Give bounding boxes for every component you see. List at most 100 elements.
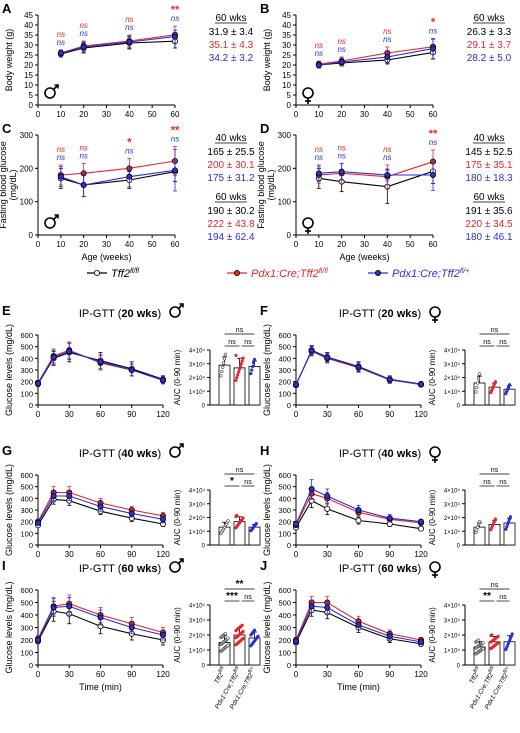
series-line	[295, 488, 422, 525]
stats-value: 180 ± 18.3	[465, 173, 513, 184]
y-tick-label: 40	[24, 21, 33, 30]
auc-point	[507, 383, 512, 387]
auc-point	[219, 374, 223, 378]
bracket-top-label: ns	[236, 327, 244, 334]
y-tick-label: 100	[20, 389, 33, 398]
auc-point	[476, 525, 480, 529]
panel-letter: C	[2, 121, 12, 136]
data-point	[417, 518, 424, 525]
data-point	[384, 171, 391, 178]
significance-label: ns	[315, 145, 323, 154]
y-tick-label: 0	[29, 661, 33, 670]
significance-label: ns	[171, 134, 179, 143]
male-symbol-icon	[44, 214, 59, 229]
y-tick-label: 300	[278, 131, 292, 140]
bracket-pair-2-label: ns	[244, 339, 252, 346]
auc-x-label-superscript: fl/+	[502, 665, 511, 674]
bracket-top-label: ns	[491, 327, 499, 334]
series-line	[37, 605, 164, 641]
series-line	[295, 350, 422, 385]
auc-bar	[233, 367, 246, 406]
stats-value: 220 ± 34.5	[465, 219, 513, 230]
y-tick-label: 200	[278, 164, 292, 173]
y-tick-label: 0	[287, 101, 292, 110]
stats-value: 175 ± 35.1	[465, 160, 513, 171]
x-tick-label: 60	[354, 410, 363, 419]
series-line	[318, 170, 434, 188]
y-tick-label: 0	[29, 101, 34, 110]
stats-header: 40 wks	[473, 133, 504, 144]
panel-title-part: 60 wks	[381, 563, 417, 575]
auc-point	[226, 643, 230, 647]
symbol-arrow-head	[179, 558, 184, 563]
series-line	[37, 350, 164, 384]
auc-point	[254, 521, 258, 526]
data-point	[57, 173, 64, 180]
panel-title-part: )	[158, 448, 162, 460]
auc-y-tick-label: 4×10⁴	[189, 348, 206, 355]
symbol-ring	[429, 306, 441, 318]
y-tick-label: 300	[20, 624, 33, 633]
symbol-ring	[429, 446, 441, 458]
y-axis-label: Glucose levels (mg/dL)	[262, 581, 272, 673]
data-point	[308, 485, 315, 492]
significance-label: ns	[315, 153, 323, 162]
panel-title: IP-GTT (40 wks)	[79, 448, 161, 460]
auc-y-tick-label: 2×10⁴	[189, 633, 206, 640]
symbol-ring	[429, 561, 441, 573]
series-line	[295, 499, 422, 530]
stats-value: 28.2 ± 5.0	[467, 53, 512, 64]
y-tick-label: 200	[20, 164, 34, 173]
data-point	[386, 376, 393, 383]
panel-letter: G	[2, 443, 12, 458]
data-point	[355, 364, 362, 371]
bracket-pair-1-label: *	[230, 476, 234, 487]
significance-label: ns	[337, 37, 345, 46]
y-tick-label: 200	[20, 518, 33, 527]
data-point	[159, 516, 166, 523]
significance-label: *	[127, 136, 132, 148]
y-tick-label: 35	[24, 31, 33, 40]
auc-point	[474, 390, 478, 394]
y-tick-label: 100	[278, 198, 292, 207]
x-tick-label: 10	[314, 110, 323, 119]
y-tick-label: 20	[282, 61, 291, 70]
auc-y-tick-label: 0	[457, 664, 461, 670]
legend-label: Pdx1:Cre;Tff2fl/fl	[251, 268, 328, 280]
x-tick-label: 0	[294, 410, 299, 419]
y-tick-label: 300	[278, 366, 291, 375]
auc-x-label: Tff2fl/fl	[212, 665, 229, 686]
auc-y-tick-label: 1×10⁴	[189, 389, 206, 396]
auc-y-tick-label: 3×10⁴	[444, 618, 461, 625]
symbol-arrow-head	[54, 84, 59, 89]
auc-point	[220, 369, 224, 374]
x-tick-label: 20	[337, 240, 346, 249]
y-tick-label: 10	[24, 81, 33, 90]
symbol-arrow-head	[179, 303, 184, 308]
y-tick-label: 30	[282, 41, 291, 50]
x-tick-label: 60	[429, 240, 438, 249]
stats-value: 190 ± 30.2	[207, 206, 255, 217]
bracket-pair-2-label: ns	[499, 479, 507, 486]
auc-point	[476, 638, 481, 642]
y-tick-label: 0	[29, 231, 34, 240]
data-point	[171, 167, 178, 174]
x-tick-label: 50	[406, 110, 415, 119]
y-axis-label: Fasting blood glucose	[256, 141, 266, 229]
data-point	[292, 521, 299, 528]
significance-label: ns	[79, 29, 87, 38]
y-tick-label: 0	[287, 231, 292, 240]
auc-y-tick-label: 2×10⁴	[189, 515, 206, 522]
series-line	[37, 495, 164, 524]
series-line	[60, 169, 176, 186]
y-tick-label: 5	[287, 91, 292, 100]
stats-value: 165 ± 25.5	[207, 147, 255, 158]
auc-x-label-base: Tff2	[213, 672, 225, 686]
auc-point	[477, 520, 482, 524]
symbol-ring	[169, 446, 181, 458]
auc-x-label-base: Tff2	[468, 672, 480, 686]
y-tick-label: 0	[287, 401, 291, 410]
